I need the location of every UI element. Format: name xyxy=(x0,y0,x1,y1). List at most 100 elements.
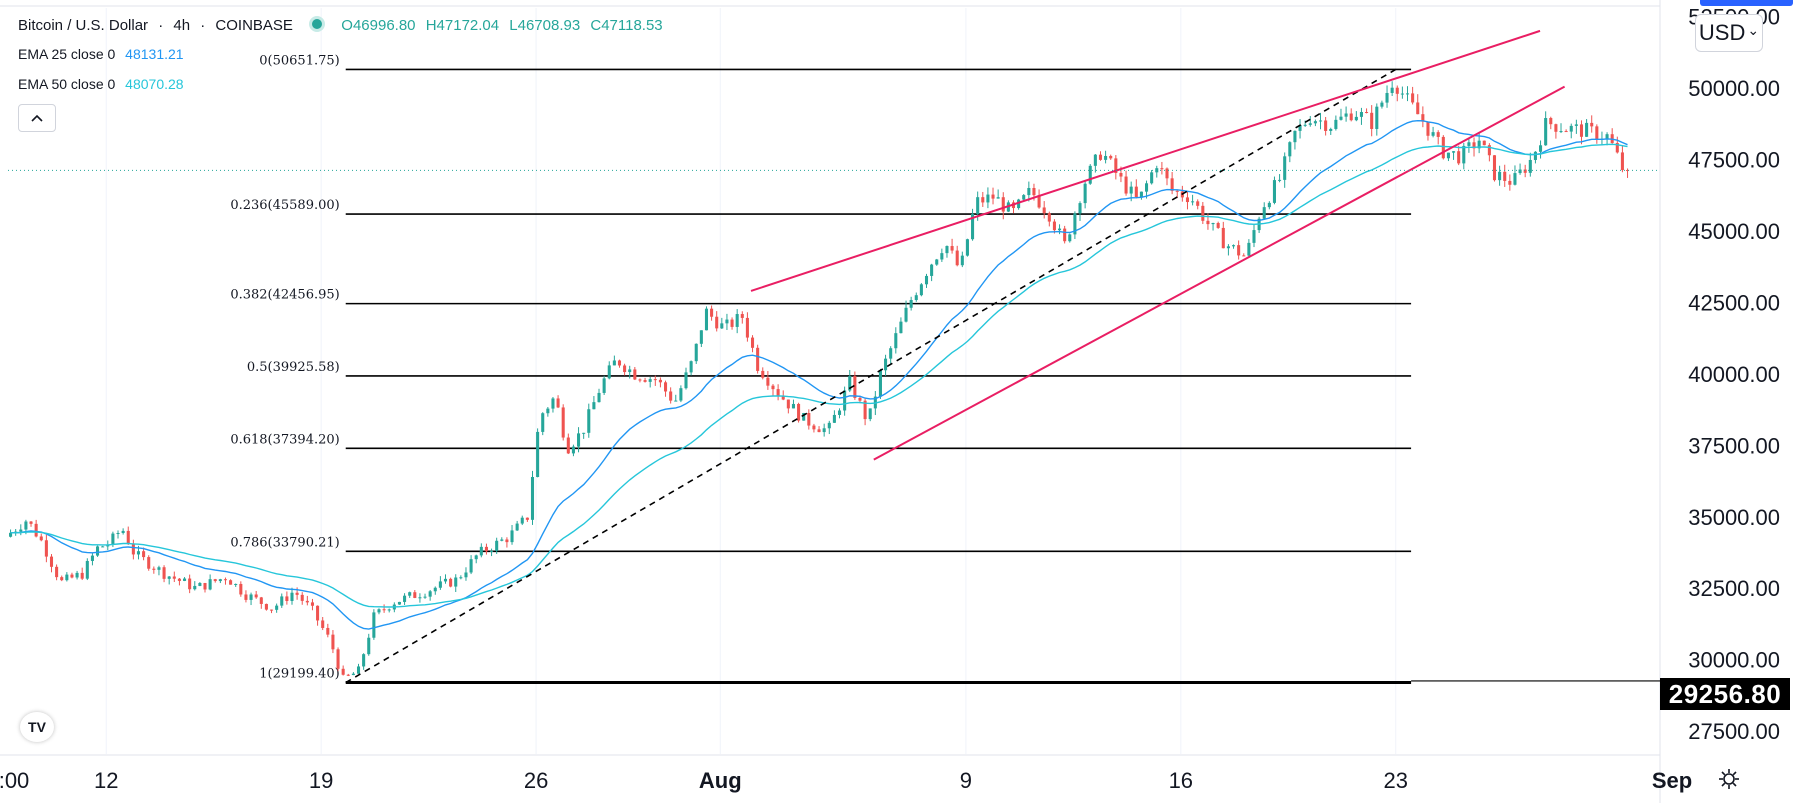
candle-body xyxy=(1175,190,1179,192)
candle-body xyxy=(1544,118,1548,146)
candle-body xyxy=(387,609,391,611)
ema50-line xyxy=(10,143,1628,608)
candle-body xyxy=(336,649,340,669)
candle-body xyxy=(1477,140,1481,149)
candle-body xyxy=(259,597,263,604)
time-tick-label: Aug xyxy=(699,768,742,793)
candle-body xyxy=(193,585,197,590)
ema50-legend[interactable]: EMA 50 close 0 48070.28 xyxy=(18,76,190,92)
price-marker-label: 29256.80 xyxy=(1660,678,1790,710)
candle-body xyxy=(382,609,386,611)
ema25-value: 48131.21 xyxy=(125,46,184,62)
candle-body xyxy=(1104,155,1108,160)
candle-body xyxy=(484,546,488,552)
candle-body xyxy=(945,246,949,254)
candle-body xyxy=(1359,112,1363,117)
symbol-legend: Bitcoin / U.S. Dollar · 4h · COINBASE O4… xyxy=(18,16,669,34)
candle-body xyxy=(858,397,862,401)
candle-body xyxy=(566,437,570,454)
candle-body xyxy=(157,567,161,570)
candle-body xyxy=(459,577,463,579)
candle-body xyxy=(1426,121,1430,136)
candle-body xyxy=(449,578,453,587)
candle-body xyxy=(55,566,59,578)
ema25-label: EMA 25 close 0 xyxy=(18,46,116,62)
candle-body xyxy=(280,596,284,606)
fib-trend-line[interactable] xyxy=(345,68,1397,684)
candle-body xyxy=(428,591,432,597)
candle-body xyxy=(65,574,69,581)
exchange: COINBASE xyxy=(215,17,293,34)
candle-body xyxy=(1313,121,1317,124)
candle-body xyxy=(126,530,130,545)
channel-upper-line[interactable] xyxy=(750,29,1541,292)
candle-body xyxy=(919,284,923,296)
candle-body xyxy=(1170,178,1174,191)
candle-body xyxy=(669,391,673,401)
fib-level-label: 0.5(39925.58) xyxy=(247,360,340,375)
candle-body xyxy=(1119,172,1123,177)
candle-body xyxy=(1329,128,1333,131)
candle-body xyxy=(935,259,939,265)
candle-body xyxy=(1482,140,1486,146)
channel-lower-line[interactable] xyxy=(873,85,1566,461)
price-tick-label: 50000.00 xyxy=(1688,76,1780,101)
chart-settings-button[interactable] xyxy=(1718,768,1740,796)
candle-body xyxy=(316,605,320,621)
candle-body xyxy=(960,255,964,266)
candle-body xyxy=(628,369,632,373)
price-marker-value: 29256.80 xyxy=(1668,678,1782,709)
interval[interactable]: 4h xyxy=(173,17,191,34)
candle-body xyxy=(699,330,703,344)
candle-body xyxy=(372,612,376,638)
candle-body xyxy=(96,546,100,556)
collapse-legend-button[interactable] xyxy=(18,104,56,132)
candle-body xyxy=(362,654,366,667)
candle-body xyxy=(1615,142,1619,153)
candle-body xyxy=(996,197,1000,199)
candle-body xyxy=(786,399,790,409)
candle-body xyxy=(837,410,842,415)
ema25-legend[interactable]: EMA 25 close 0 48131.21 xyxy=(18,46,190,62)
candle-body xyxy=(1078,203,1082,214)
tradingview-logo[interactable]: TV xyxy=(20,712,54,742)
candle-body xyxy=(116,533,120,535)
candle-body xyxy=(730,319,734,327)
candle-body xyxy=(305,600,309,603)
candle-body xyxy=(1318,120,1323,122)
candle-body xyxy=(1324,120,1328,131)
fib-level-label: 0.786(33790.21) xyxy=(230,535,339,550)
candle-body xyxy=(710,308,714,317)
candle-body xyxy=(899,321,903,334)
candle-body xyxy=(1017,199,1021,209)
candle-body xyxy=(1472,142,1476,149)
candle-body xyxy=(239,583,243,595)
candle-body xyxy=(188,578,192,590)
time-tick-label: 12 xyxy=(94,768,118,793)
candle-body xyxy=(715,316,719,329)
candle-body xyxy=(1549,118,1553,125)
ema50-value: 48070.28 xyxy=(125,76,184,92)
candle-body xyxy=(1191,201,1195,203)
candle-body xyxy=(1283,156,1287,180)
candle-body xyxy=(1411,93,1415,103)
candle-body xyxy=(582,432,586,434)
candle-body xyxy=(791,403,795,409)
candle-body xyxy=(295,592,299,595)
candle-body xyxy=(1492,155,1497,181)
candle-body xyxy=(1595,126,1599,140)
candle-body xyxy=(1385,92,1389,103)
candle-body xyxy=(1518,169,1522,174)
candle-body xyxy=(822,428,826,433)
symbol-name[interactable]: Bitcoin / U.S. Dollar xyxy=(18,17,149,34)
candle-body xyxy=(965,239,969,256)
currency-selector[interactable]: USD ⌄ xyxy=(1695,14,1763,52)
candle-body xyxy=(909,299,913,308)
candle-body xyxy=(60,577,64,581)
ema25-line xyxy=(10,119,1628,630)
toolbar-tab[interactable] xyxy=(1700,0,1793,6)
candle-body xyxy=(797,403,801,421)
candle-body xyxy=(1303,124,1307,126)
candle-body xyxy=(1498,171,1502,181)
